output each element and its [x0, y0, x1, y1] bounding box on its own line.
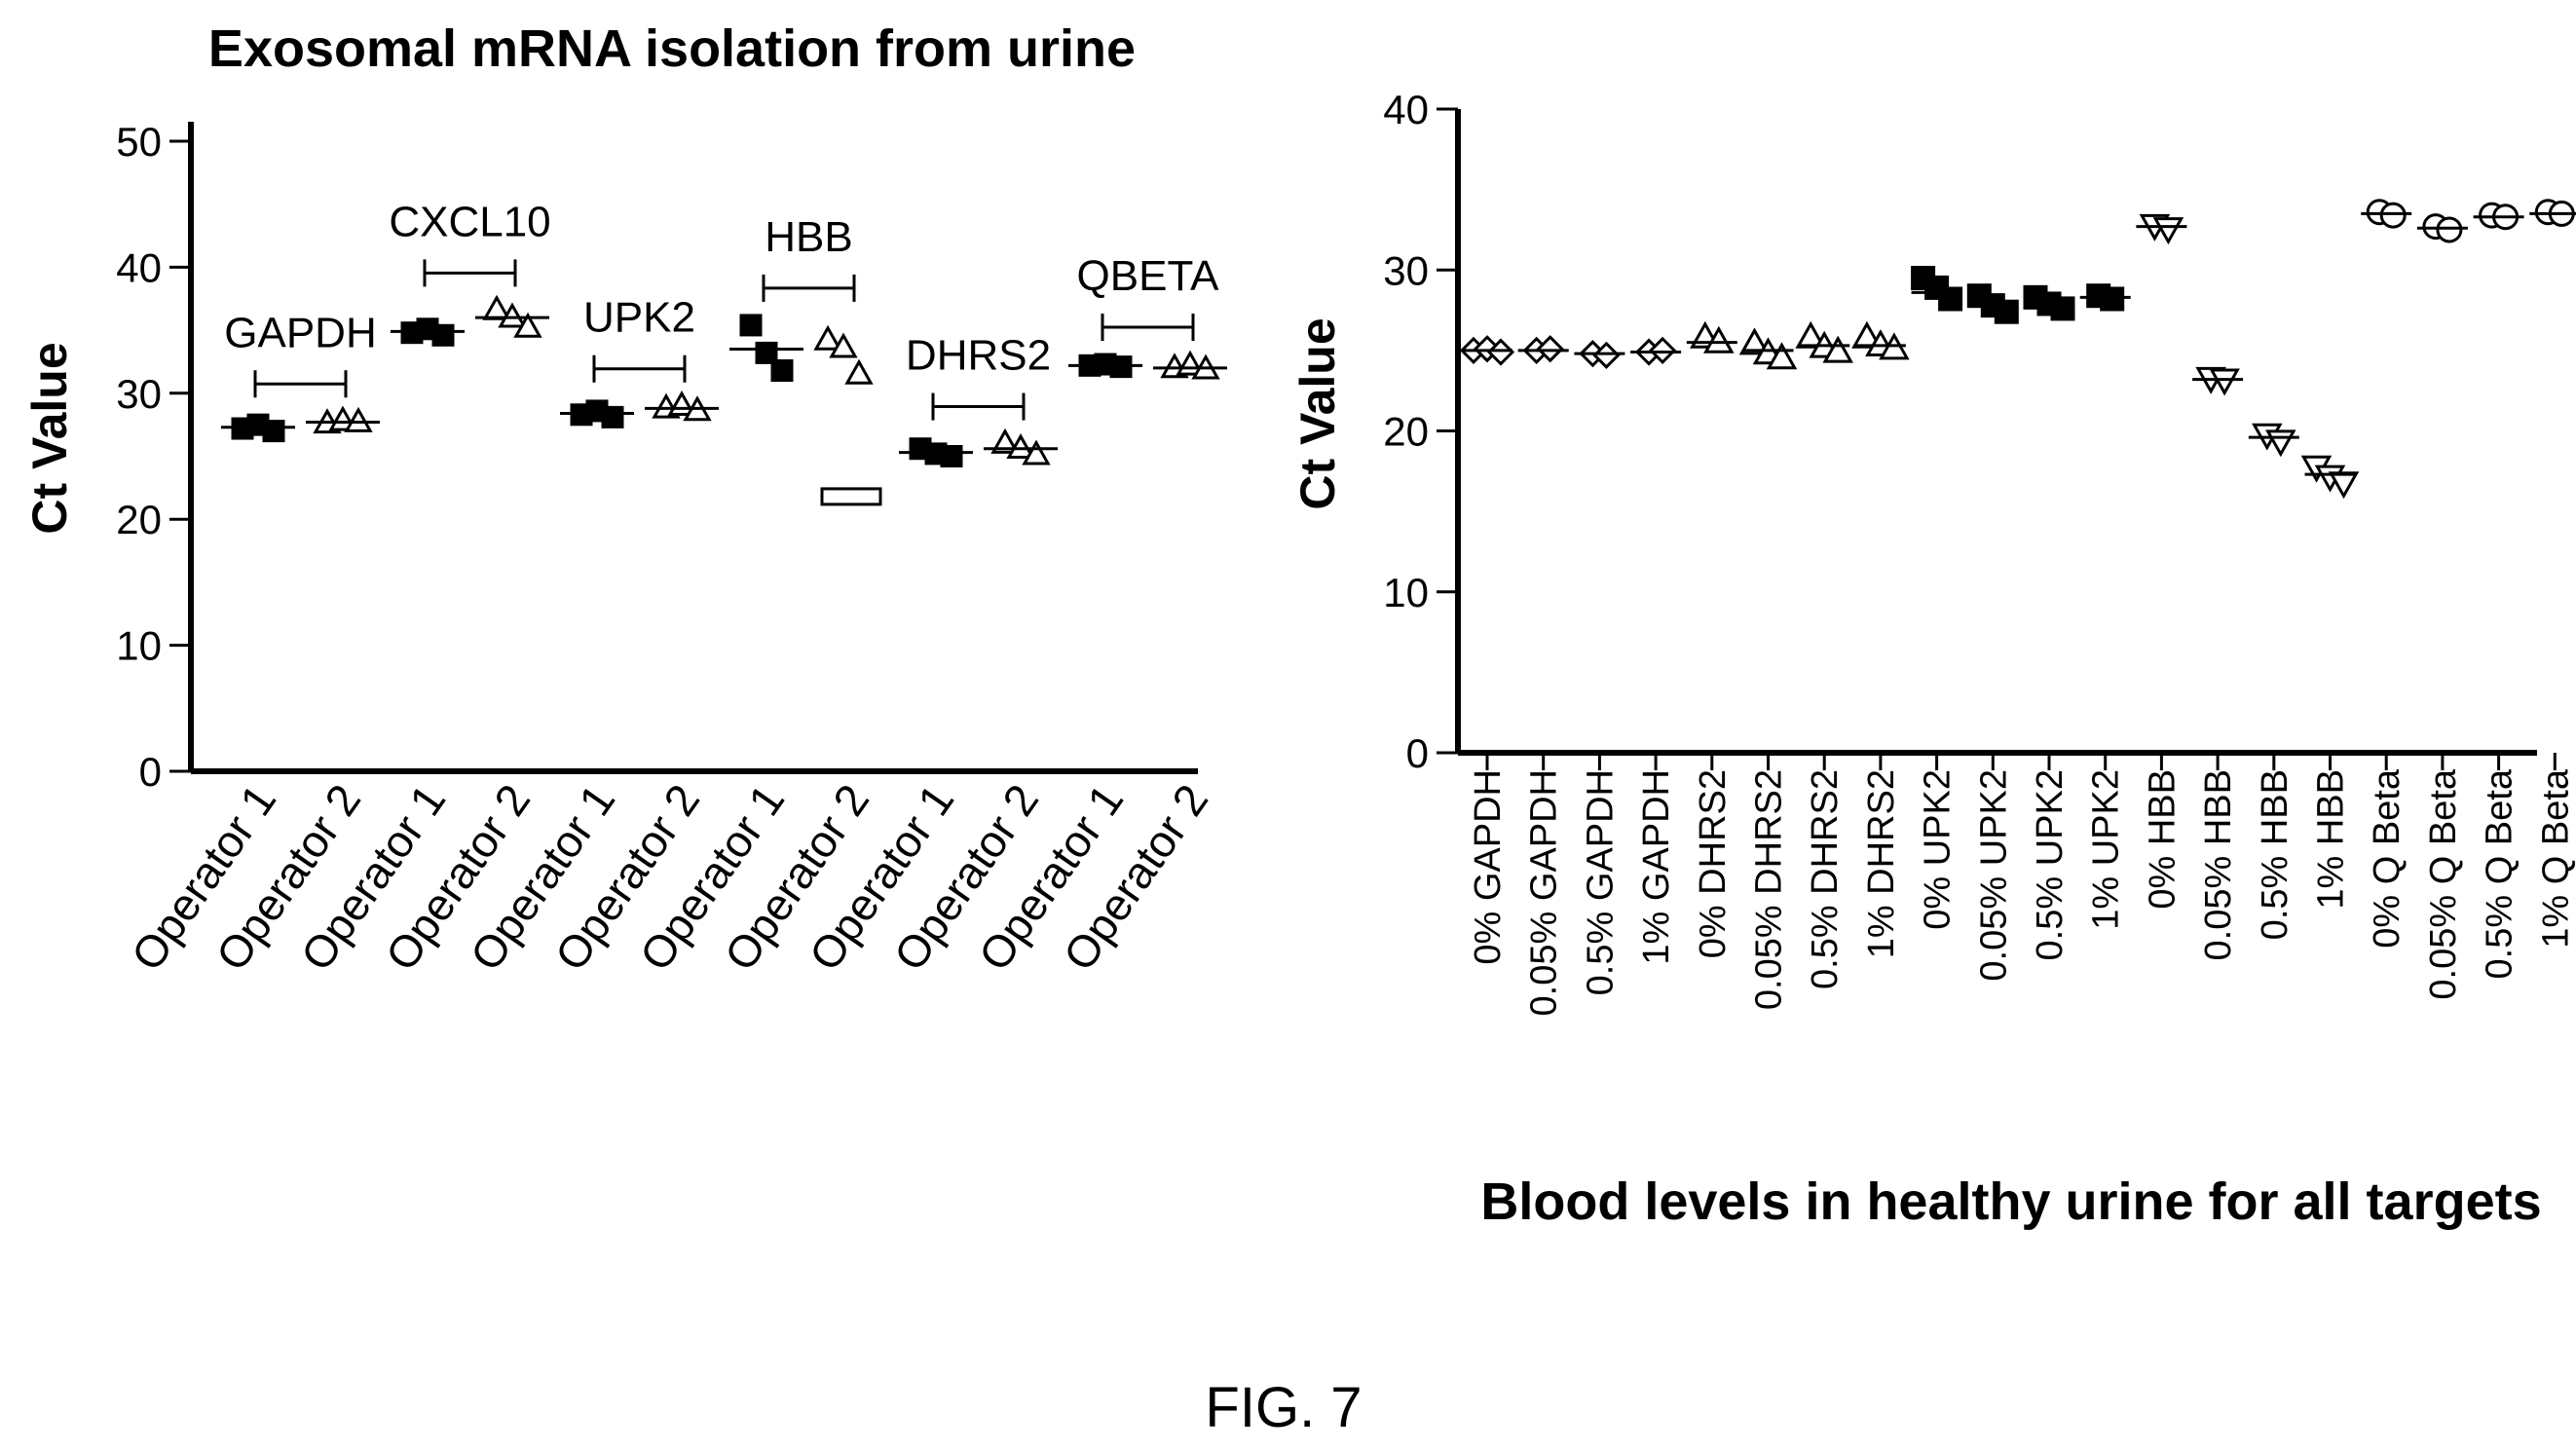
right-chart-title: Blood levels in healthy urine for all ta…: [1480, 1172, 2541, 1231]
data-point: [2265, 429, 2296, 458]
data-point: [844, 358, 874, 385]
data-point: [1022, 439, 1051, 465]
right-x-tick-label: 0.5% HBB: [2255, 769, 2296, 940]
left-y-tick-label: 0: [139, 749, 162, 795]
data-point: [1648, 336, 1677, 364]
data-point: [344, 406, 373, 432]
right-x-tick-label: 0% DHRS2: [1693, 769, 1734, 958]
right-chart-y-axis-label: Ct Value: [1290, 317, 1345, 509]
data-point: [1738, 327, 1771, 355]
right-x-tick-label: 1% HBB: [2311, 769, 2352, 910]
right-x-tick-label: 0.5% DHRS2: [1805, 769, 1846, 989]
right-x-tick-label: 1% GAPDH: [1636, 769, 1677, 965]
group-label: HBB: [765, 213, 852, 261]
data-point: [262, 420, 285, 443]
data-point: [1592, 341, 1621, 369]
data-point: [1006, 433, 1035, 460]
data-point: [770, 359, 794, 383]
figure-caption: FIG. 7: [1205, 1376, 1362, 1439]
group-label: GAPDH: [224, 309, 376, 356]
right-x-tick-label: 0% Q Beta: [2367, 768, 2408, 949]
data-point: [755, 341, 778, 364]
data-point: [1703, 325, 1735, 353]
data-point: [1536, 335, 1564, 363]
data-point: [1766, 342, 1798, 370]
right-x-tick-label: 0.05% GAPDH: [1524, 769, 1565, 1016]
data-point: [813, 324, 842, 351]
left-y-tick-label: 30: [116, 371, 162, 417]
left-chart-y-axis-label: Ct Value: [22, 342, 77, 534]
data-point: [513, 312, 542, 338]
right-y-tick-label: 40: [1383, 87, 1429, 132]
data-point: [498, 302, 527, 328]
left-y-tick-label: 10: [116, 623, 162, 669]
right-x-tick-label: 0.05% DHRS2: [1749, 769, 1790, 1010]
data-point-outlier: [820, 487, 882, 506]
data-point: [601, 405, 624, 428]
right-x-tick-label: 1% DHRS2: [1861, 769, 1902, 958]
left-y-tick-label: 50: [116, 119, 162, 165]
data-point: [1822, 335, 1853, 363]
right-x-tick-label: 0% GAPDH: [1468, 769, 1509, 965]
data-point: [2152, 217, 2184, 245]
data-point: [2209, 368, 2240, 396]
data-point: [2100, 286, 2125, 312]
left-chart: Exosomal mRNA isolation from urine Ct Va…: [22, 19, 1227, 980]
right-y-tick-label: 30: [1383, 247, 1429, 293]
left-y-tick-label: 20: [116, 497, 162, 542]
group-label: UPK2: [583, 294, 695, 342]
right-x-tick-label: 0% HBB: [2142, 769, 2183, 910]
left-chart-title: Exosomal mRNA isolation from urine: [208, 19, 1136, 78]
right-x-tick-label: 0.5% UPK2: [2030, 769, 2071, 960]
data-point: [2328, 471, 2360, 500]
data-point: [940, 445, 963, 467]
data-point: [2050, 296, 2075, 321]
data-point: [2379, 202, 2407, 229]
right-y-tick-label: 20: [1383, 409, 1429, 455]
right-x-tick-label: 1% UPK2: [2086, 769, 2127, 930]
data-point: [2436, 216, 2463, 243]
right-y-tick-label: 0: [1406, 730, 1429, 776]
data-point: [739, 314, 763, 337]
data-point: [1938, 286, 1963, 312]
right-x-tick-label: 0.5% Q Beta: [2480, 768, 2520, 979]
group-label: QBETA: [1077, 252, 1220, 300]
right-x-tick-label: 1% Q Beta: [2535, 768, 2576, 949]
right-x-tick-label: 0.05% HBB: [2198, 769, 2239, 960]
data-point: [829, 332, 858, 358]
group-label: CXCL10: [389, 198, 550, 245]
right-x-tick-label: 0.05% Q Beta: [2423, 768, 2464, 999]
data-point: [1486, 338, 1515, 366]
right-y-tick-label: 10: [1383, 570, 1429, 615]
right-x-tick-label: 0.5% GAPDH: [1580, 769, 1621, 995]
right-x-tick-label: 0.05% UPK2: [1973, 769, 2014, 982]
data-point: [431, 323, 455, 347]
right-x-tick-label: 0% UPK2: [1918, 769, 1959, 930]
right-chart: Ct Value 0 10 20 30 40 0% GAPDH 0.05% GAPDH 0.…: [1290, 87, 2576, 1231]
left-y-tick-label: 40: [116, 244, 162, 290]
data-point: [990, 428, 1020, 454]
group-label: DHRS2: [906, 332, 1051, 380]
